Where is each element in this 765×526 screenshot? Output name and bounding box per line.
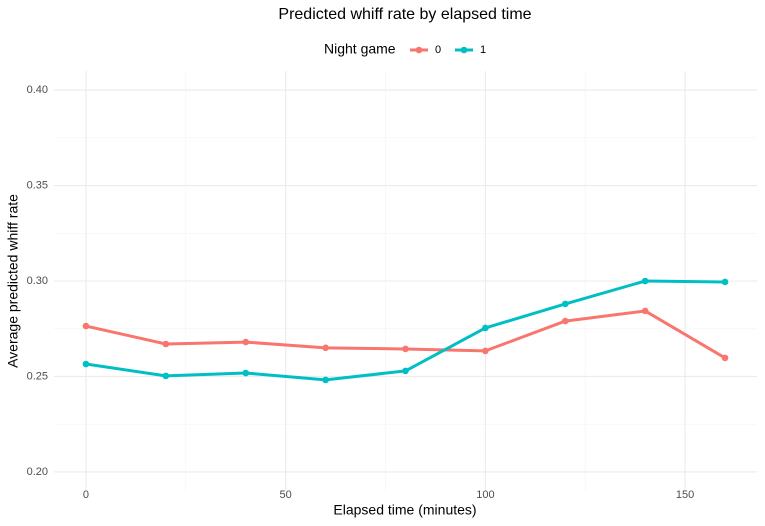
data-point [82,322,90,330]
data-point [242,338,250,346]
y-tick-label: 0.30 [27,275,48,287]
legend-title: Night game [324,41,396,57]
legend-label: 1 [480,44,486,56]
legend-label: 0 [435,44,441,56]
data-point [482,324,489,332]
data-point [641,277,649,285]
data-point [561,317,569,325]
data-point [721,354,729,362]
y-tick-label: 0.40 [27,84,48,96]
y-tick-label: 0.25 [27,370,48,382]
data-point [162,340,170,348]
data-point [402,345,409,353]
data-point [242,369,250,377]
data-point [322,344,329,352]
data-point [162,372,170,380]
y-tick-label: 0.20 [27,466,48,478]
x-tick-label: 150 [676,489,694,501]
legend-swatch-point [460,46,468,54]
data-point [641,307,649,315]
series-line [85,279,726,382]
x-tick-label: 100 [476,489,494,501]
data-point [561,300,569,308]
data-point [82,360,90,368]
x-tick-label: 0 [83,489,89,501]
chart-title: Predicted whiff rate by elapsed time [278,6,531,23]
y-axis-label: Average predicted whiff rate [5,194,21,368]
y-tick-label: 0.35 [27,179,48,191]
data-point [721,278,729,286]
data-point [322,376,329,384]
data-point [482,347,489,355]
x-axis-label: Elapsed time (minutes) [333,502,476,518]
x-tick-label: 50 [280,489,292,501]
data-point [402,367,409,375]
legend-swatch-point [415,46,423,54]
plot [82,277,729,384]
